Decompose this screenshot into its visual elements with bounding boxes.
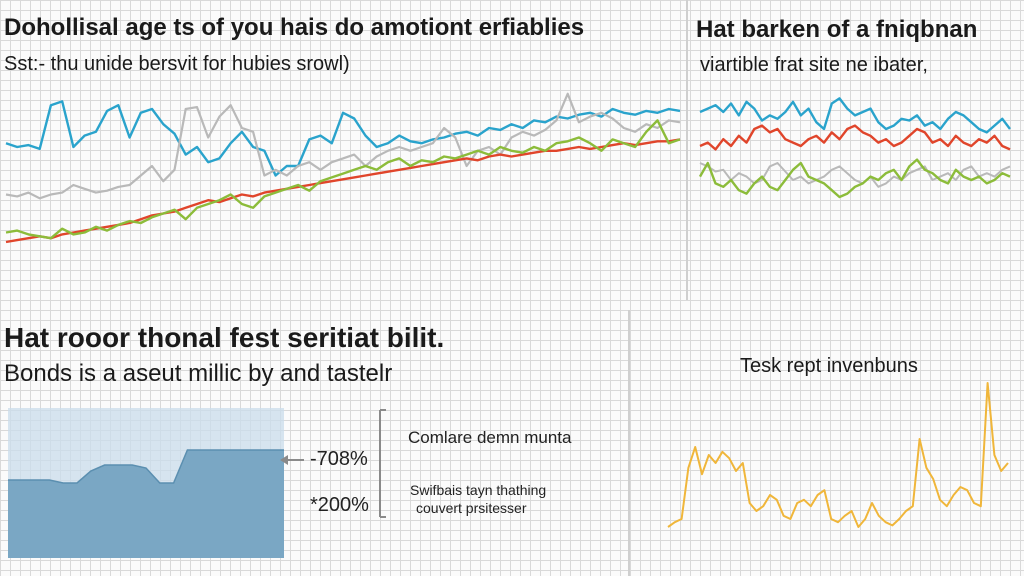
series-line-gold xyxy=(668,383,1008,527)
series-line-green xyxy=(700,160,1010,197)
chart-top-right xyxy=(700,95,1010,265)
panel-divider-top xyxy=(686,0,688,300)
panel-divider-bottom xyxy=(628,310,630,576)
series-line-gray xyxy=(700,163,1010,187)
panel-tl-subtitle: Sst:- thu unide bersvit for hubies srowl… xyxy=(4,53,350,76)
callout-upper-value: -708% xyxy=(310,448,368,471)
callout-arrow-head xyxy=(280,455,288,465)
chart-top-left xyxy=(6,90,680,280)
chart-bottom-left xyxy=(8,408,284,558)
chart-bottom-right xyxy=(668,375,1008,535)
callout-upper-text: Comlare demn munta xyxy=(408,428,571,448)
callout-lower-value: *200% xyxy=(310,494,369,517)
panel-bl-subtitle: Bonds is a aseut millic by and tastelr xyxy=(4,360,392,388)
panel-tr-subtitle: viartible frat site ne ibater, xyxy=(700,54,928,77)
panel-tr-title: Hat barken of a fniqbnan xyxy=(696,16,977,44)
callout-lower-text-1: Swifbais tayn thathing xyxy=(410,482,546,498)
callout-lower-text-2: couvert prsitesser xyxy=(416,500,526,516)
series-line-red xyxy=(700,126,1010,150)
panel-bl-title: Hat rooor thonal fest seritiat bilit. xyxy=(4,322,444,354)
series-line-blue xyxy=(700,98,1010,132)
panel-tl-title: Dohollisal age ts of you hais do amotion… xyxy=(4,14,584,42)
